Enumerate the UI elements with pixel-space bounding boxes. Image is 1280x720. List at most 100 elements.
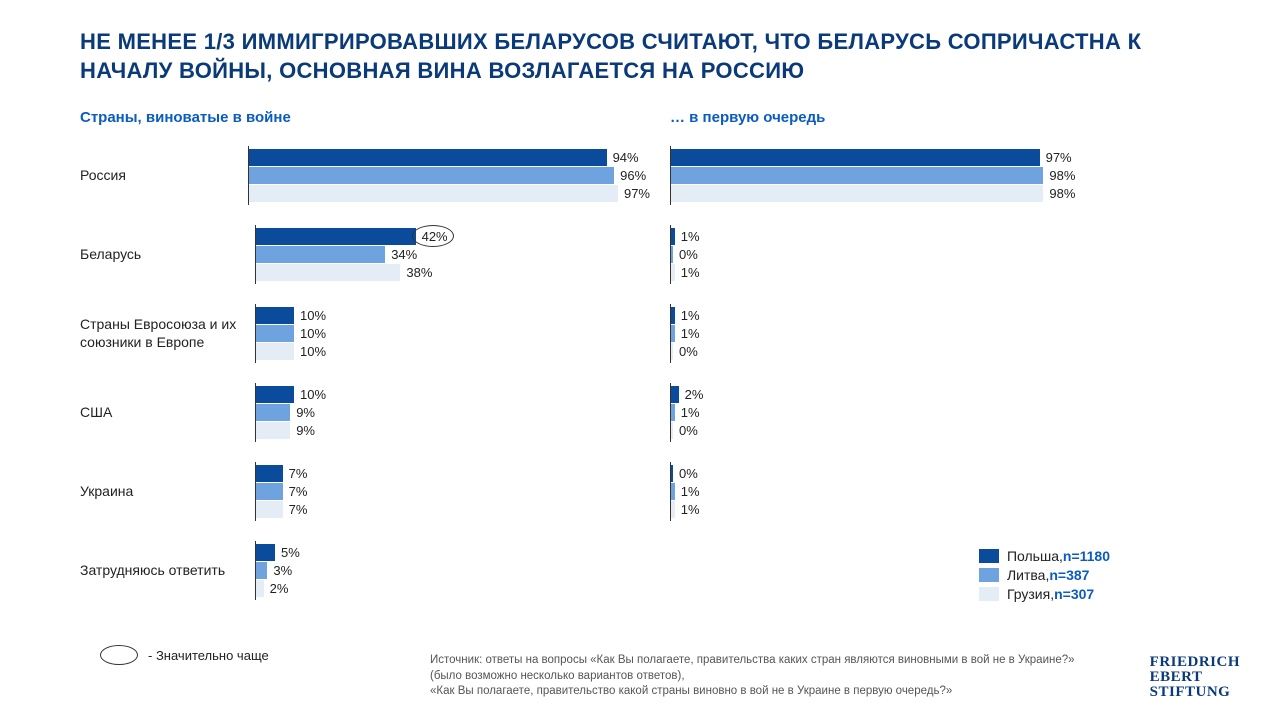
bars-block: 1% 0% 1% xyxy=(670,225,1070,284)
bar-row: 98% xyxy=(671,167,1075,184)
source-line-2: «Как Вы полагаете, правительство какой с… xyxy=(430,685,952,697)
bar-value-label: 1% xyxy=(681,502,700,517)
category-row: 0% 1% 1% xyxy=(670,462,1070,521)
bar xyxy=(256,264,400,281)
bar-row: 1% xyxy=(671,228,1070,245)
bar-row: 97% xyxy=(249,185,650,202)
bars-block: 1%1%0% xyxy=(670,304,1070,363)
legend-swatch xyxy=(979,587,999,601)
category-row: 2%1%0% xyxy=(670,383,1070,442)
bar-value-label: 1% xyxy=(681,308,700,323)
bar-value-label: 10% xyxy=(300,387,326,402)
bar-value-label: 96% xyxy=(620,168,646,183)
bar-value-label: 10% xyxy=(300,308,326,323)
bars-block: 97%98%98% xyxy=(670,146,1075,205)
subtitle-right: … в первую очередь xyxy=(670,109,825,126)
bar-row: 3% xyxy=(256,562,650,579)
bar-value-label: 7% xyxy=(289,502,308,517)
bar-value-label: 0% xyxy=(679,423,698,438)
category-row: 1%1%0% xyxy=(670,304,1070,363)
bar-value-label: 1% xyxy=(681,229,700,244)
bar xyxy=(256,343,294,360)
bar-value-label: 9% xyxy=(296,423,315,438)
bar-value-label: 98% xyxy=(1049,168,1075,183)
bar xyxy=(256,562,267,579)
category-label: США xyxy=(80,404,255,422)
bars-block: 10%9%9% xyxy=(255,383,650,442)
bar-value-label: 97% xyxy=(1046,150,1072,165)
bar xyxy=(249,167,614,184)
bar xyxy=(249,185,618,202)
category-row: 97%98%98% xyxy=(670,146,1070,205)
bar-row: 10% xyxy=(256,386,650,403)
category-row: Украина 7% 7% 7% xyxy=(80,462,650,521)
bar-row: 0% xyxy=(671,422,1070,439)
bar xyxy=(671,343,673,360)
bar-value-label: 1% xyxy=(681,405,700,420)
bar xyxy=(671,185,1043,202)
legend-series-name: Грузия, xyxy=(1007,586,1054,602)
category-row: 1% 0% 1% xyxy=(670,225,1070,284)
category-row: Беларусь42%34%38% xyxy=(80,225,650,284)
bar-value-label: 7% xyxy=(289,484,308,499)
bar xyxy=(256,422,290,439)
bar-value-label: 42% xyxy=(422,229,448,244)
bar-row: 0% xyxy=(671,465,1070,482)
bar-row: 94% xyxy=(249,149,650,166)
bar-row: 7% xyxy=(256,501,650,518)
legend: Польша, n=1180 Литва, n=387 Грузия, n=307 xyxy=(979,548,1110,605)
legend-series-n: n=307 xyxy=(1054,586,1094,602)
bar xyxy=(256,544,275,561)
oval-icon xyxy=(100,645,138,665)
bar xyxy=(671,404,675,421)
bar-row: 10% xyxy=(256,307,650,324)
bar xyxy=(671,483,675,500)
bar-row: 1% xyxy=(671,501,1070,518)
bar-value-label: 1% xyxy=(681,326,700,341)
bars-block: 7% 7% 7% xyxy=(255,462,650,521)
bar-value-label: 7% xyxy=(289,466,308,481)
bar-value-label: 10% xyxy=(300,344,326,359)
category-label: Украина xyxy=(80,483,255,501)
category-label: Страны Евросоюза и их союзники в Европе xyxy=(80,316,255,351)
bar-row: 1% xyxy=(671,483,1070,500)
legend-item: Литва, n=387 xyxy=(979,567,1110,583)
legend-series-n: n=1180 xyxy=(1063,548,1110,564)
bars-block: 42%34%38% xyxy=(255,225,650,284)
bar xyxy=(671,307,675,324)
bar-value-label: 2% xyxy=(270,581,289,596)
bar xyxy=(256,404,290,421)
bar-value-label: 34% xyxy=(391,247,417,262)
bar-row: 96% xyxy=(249,167,650,184)
bar xyxy=(671,228,675,245)
bar-value-label: 1% xyxy=(681,265,700,280)
bar-row: 2% xyxy=(256,580,650,597)
category-label: Россия xyxy=(80,167,248,185)
category-label: Беларусь xyxy=(80,246,255,264)
bar-value-label: 0% xyxy=(679,247,698,262)
bar xyxy=(256,386,294,403)
bar xyxy=(256,465,283,482)
bar-value-label: 10% xyxy=(300,326,326,341)
bars-block: 10% 10% 10% xyxy=(255,304,650,363)
bars-block: 2%1%0% xyxy=(670,383,1070,442)
bar xyxy=(249,149,606,166)
bar-row: 10% xyxy=(256,343,650,360)
bar xyxy=(256,580,264,597)
legend-swatch xyxy=(979,549,999,563)
category-row: Затрудняюсь ответить5%3%2% xyxy=(80,541,650,600)
legend-swatch xyxy=(979,568,999,582)
bar-row: 42% xyxy=(256,228,650,245)
bar xyxy=(671,264,675,281)
bar-value-label: 1% xyxy=(681,484,700,499)
bar-row: 34% xyxy=(256,246,650,263)
bar xyxy=(256,483,283,500)
category-row: Россия94% 96% 97% xyxy=(80,146,650,205)
bar-row: 1% xyxy=(671,404,1070,421)
bar-value-label: 0% xyxy=(679,466,698,481)
logo-line-1: FRIEDRICH xyxy=(1150,654,1240,670)
category-row: Страны Евросоюза и их союзники в Европе1… xyxy=(80,304,650,363)
chart-title: НЕ МЕНЕЕ 1/3 ИММИГРИРОВАВШИХ БЕЛАРУСОВ С… xyxy=(80,28,1240,85)
bars-block: 94% 96% 97% xyxy=(248,146,650,205)
legend-item: Польша, n=1180 xyxy=(979,548,1110,564)
